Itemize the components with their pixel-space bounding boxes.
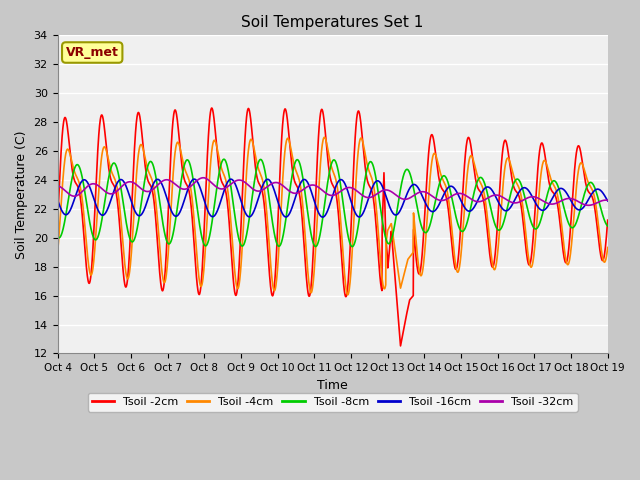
Tsoil -4cm bbox=[344, 292, 351, 298]
Tsoil -16cm bbox=[493, 196, 500, 202]
Tsoil -4cm bbox=[604, 245, 612, 251]
X-axis label: Time: Time bbox=[317, 379, 348, 392]
Tsoil -16cm bbox=[604, 198, 612, 204]
Tsoil -16cm bbox=[556, 186, 563, 192]
Tsoil -8cm bbox=[361, 177, 369, 183]
Tsoil -8cm bbox=[207, 226, 215, 232]
Tsoil -2cm bbox=[493, 231, 500, 237]
Tsoil -8cm bbox=[493, 226, 500, 231]
Tsoil -8cm bbox=[348, 244, 356, 250]
Tsoil -32cm bbox=[361, 194, 369, 200]
Tsoil -32cm bbox=[200, 175, 207, 180]
Line: Tsoil -2cm: Tsoil -2cm bbox=[58, 108, 608, 346]
Tsoil -2cm bbox=[54, 219, 61, 225]
Tsoil -8cm bbox=[556, 188, 563, 193]
Text: VR_met: VR_met bbox=[66, 46, 118, 59]
Tsoil -4cm bbox=[207, 156, 215, 162]
Tsoil -8cm bbox=[220, 156, 228, 162]
Tsoil -2cm bbox=[349, 188, 356, 193]
Tsoil -2cm bbox=[208, 105, 216, 111]
Tsoil -16cm bbox=[571, 204, 579, 210]
Tsoil -2cm bbox=[556, 216, 563, 222]
Line: Tsoil -8cm: Tsoil -8cm bbox=[58, 159, 608, 247]
Tsoil -8cm bbox=[54, 234, 61, 240]
Tsoil -16cm bbox=[207, 213, 215, 219]
Tsoil -2cm bbox=[604, 217, 612, 223]
Tsoil -8cm bbox=[571, 223, 579, 228]
Tsoil -2cm bbox=[361, 159, 369, 165]
Tsoil -8cm bbox=[604, 223, 612, 229]
Tsoil -4cm bbox=[349, 236, 356, 242]
Tsoil -4cm bbox=[54, 251, 61, 256]
Tsoil -4cm bbox=[556, 204, 563, 210]
Tsoil -32cm bbox=[493, 192, 500, 198]
Tsoil -4cm bbox=[361, 149, 369, 155]
Tsoil -4cm bbox=[493, 257, 500, 263]
Legend: Tsoil -2cm, Tsoil -4cm, Tsoil -8cm, Tsoil -16cm, Tsoil -32cm: Tsoil -2cm, Tsoil -4cm, Tsoil -8cm, Tsoi… bbox=[88, 393, 578, 411]
Line: Tsoil -4cm: Tsoil -4cm bbox=[58, 137, 608, 295]
Tsoil -2cm bbox=[207, 107, 215, 112]
Tsoil -16cm bbox=[319, 214, 326, 220]
Tsoil -32cm bbox=[207, 180, 215, 185]
Tsoil -32cm bbox=[54, 183, 61, 189]
Tsoil -16cm bbox=[54, 197, 61, 203]
Tsoil -16cm bbox=[361, 206, 369, 212]
Y-axis label: Soil Temperature (C): Soil Temperature (C) bbox=[15, 130, 28, 259]
Tsoil -32cm bbox=[585, 203, 593, 208]
Tsoil -32cm bbox=[571, 197, 579, 203]
Title: Soil Temperatures Set 1: Soil Temperatures Set 1 bbox=[241, 15, 424, 30]
Tsoil -32cm bbox=[556, 199, 563, 205]
Tsoil -4cm bbox=[321, 134, 328, 140]
Tsoil -16cm bbox=[349, 204, 356, 210]
Tsoil -2cm bbox=[397, 343, 404, 349]
Tsoil -16cm bbox=[191, 176, 198, 182]
Line: Tsoil -16cm: Tsoil -16cm bbox=[58, 179, 608, 217]
Tsoil -8cm bbox=[349, 243, 356, 249]
Tsoil -4cm bbox=[571, 202, 579, 208]
Tsoil -32cm bbox=[604, 197, 612, 203]
Tsoil -32cm bbox=[349, 185, 356, 191]
Tsoil -2cm bbox=[571, 164, 579, 170]
Line: Tsoil -32cm: Tsoil -32cm bbox=[58, 178, 608, 205]
